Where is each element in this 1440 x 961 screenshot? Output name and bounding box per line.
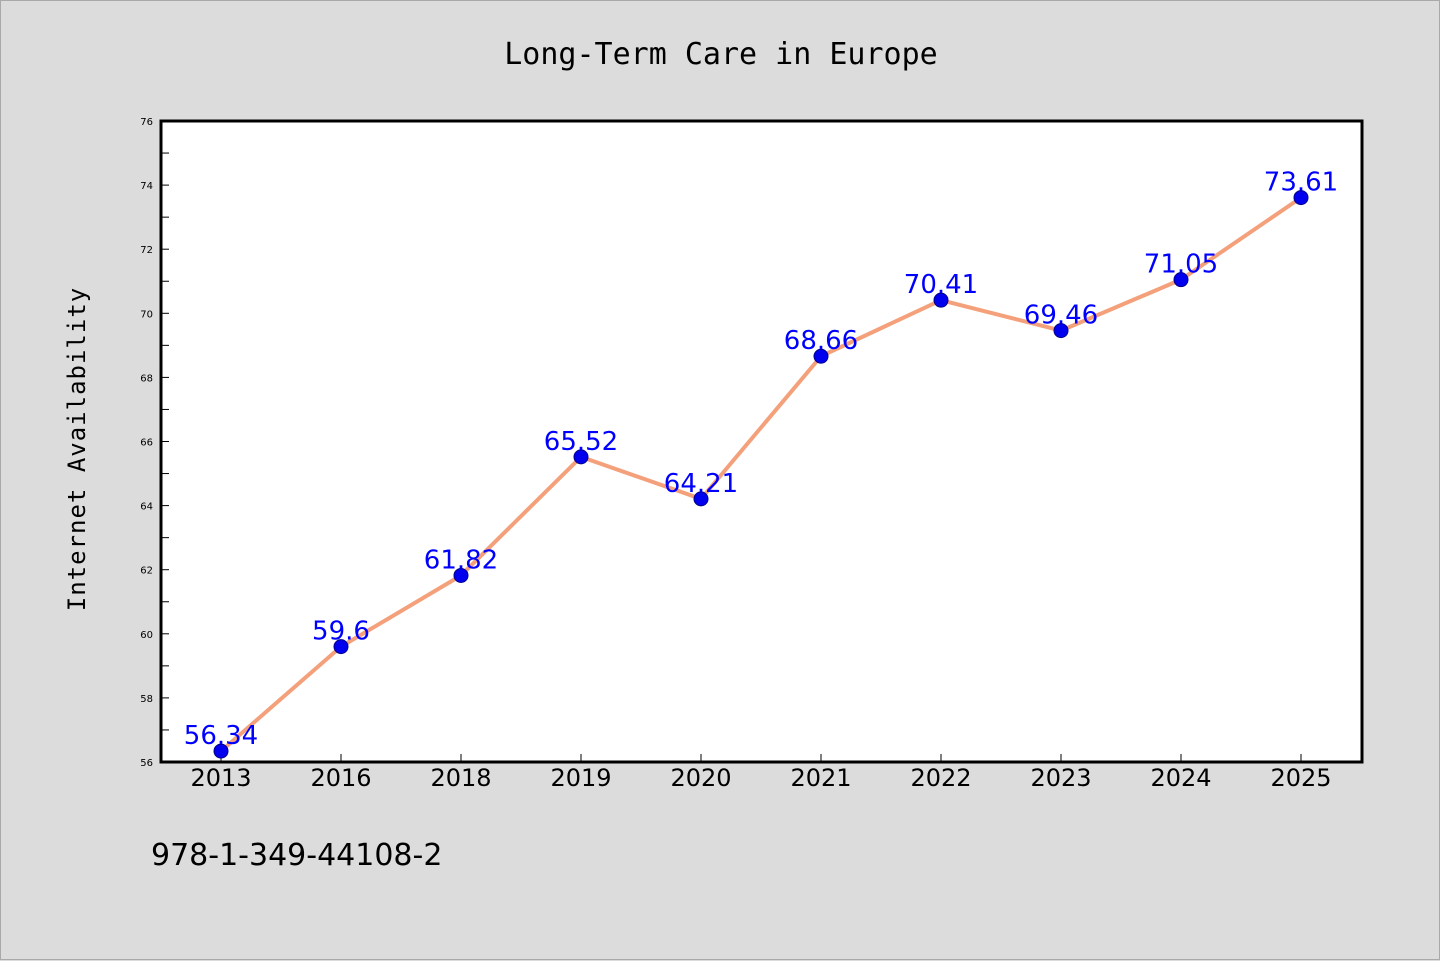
y-axis-label: Internet Availability [63, 287, 91, 611]
y-tick-label: 76 [140, 117, 153, 128]
series-line-group [213, 190, 1309, 759]
x-tick-label: 2020 [670, 764, 731, 792]
y-tick-label: 64 [140, 502, 153, 513]
x-tick-label: 2025 [1270, 764, 1331, 792]
data-label: 59.6 [312, 617, 370, 647]
x-tick-label: 2019 [550, 764, 611, 792]
y-tick-label: 56 [140, 758, 153, 769]
data-point [933, 292, 949, 308]
data-point [573, 449, 589, 465]
y-tick-label: 60 [140, 630, 153, 641]
data-point [453, 567, 469, 583]
data-point [1173, 272, 1189, 288]
data-label: 65.52 [544, 427, 618, 457]
data-point [813, 348, 829, 364]
x-tick-label: 2016 [310, 764, 371, 792]
x-tick-label: 2022 [910, 764, 971, 792]
y-tick-label: 70 [140, 309, 153, 320]
chart-title: Long-Term Care in Europe [504, 37, 937, 72]
y-tick-label: 72 [140, 245, 153, 256]
data-point [1053, 323, 1069, 339]
y-tick-label: 62 [140, 566, 153, 577]
data-labels: 56.34 59.6 61.82 65.52 64.21 68.66 70.41 69.46 7… [184, 168, 1338, 752]
data-label: 68.66 [784, 326, 858, 356]
y-tick-label: 74 [140, 181, 153, 192]
data-label: 56.34 [184, 721, 258, 751]
data-label: 73.61 [1264, 168, 1338, 198]
y-tick-label: 68 [140, 373, 153, 384]
series-line [219, 195, 1303, 754]
data-label: 70.41 [904, 270, 978, 300]
data-label: 64.21 [664, 469, 738, 499]
data-point [693, 491, 709, 507]
data-point [1293, 190, 1309, 206]
data-point [213, 743, 229, 759]
x-tick-label: 2021 [790, 764, 851, 792]
data-point [333, 639, 349, 655]
data-label: 71.05 [1144, 250, 1218, 280]
x-tick-label: 2013 [190, 764, 251, 792]
y-tick-label: 58 [140, 694, 153, 705]
x-tick-label: 2018 [430, 764, 491, 792]
x-axis: 2013 2016 2018 2019 2020 2021 2022 2023 2024 2025 [190, 754, 1332, 792]
y-tick-label: 66 [140, 438, 153, 449]
y-axis: 56 58 60 62 64 66 68 70 72 74 76 [140, 117, 169, 769]
data-label: 61.82 [424, 545, 498, 575]
plot-area [159, 119, 1364, 764]
x-tick-label: 2024 [1150, 764, 1211, 792]
x-tick-label: 2023 [1030, 764, 1091, 792]
data-label: 69.46 [1024, 301, 1098, 331]
footer-isbn: 978-1-349-44108-2 [151, 838, 442, 873]
